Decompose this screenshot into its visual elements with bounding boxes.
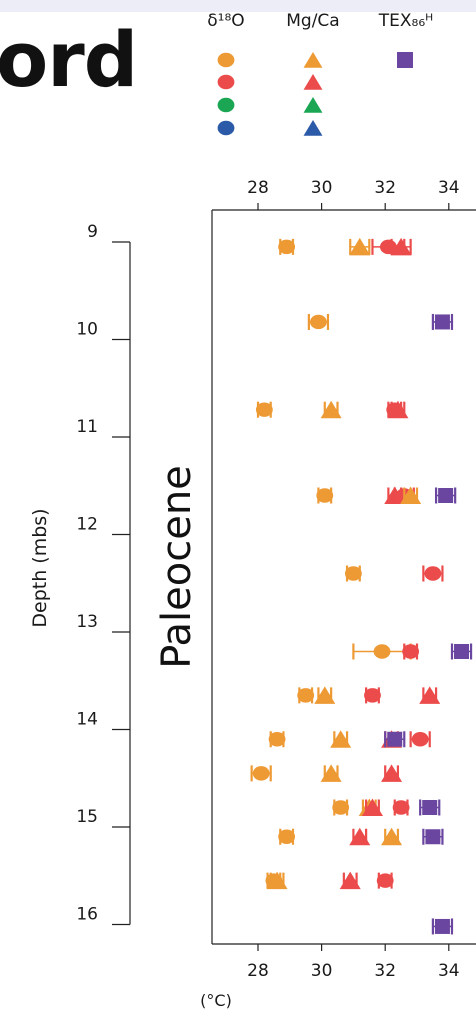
legend-mgca-marker [303, 52, 323, 68]
legend-d18o-marker [217, 74, 235, 90]
top-tick-label: 28 [247, 178, 269, 198]
data-point-triangle-red [419, 686, 441, 704]
x-axis-unit-label: (°C) [200, 991, 232, 1010]
data-point-circle-orange [307, 313, 330, 330]
data-point-circle-orange [352, 643, 412, 660]
data-point-triangle-orange [381, 827, 403, 846]
data-point-circle-orange [268, 731, 286, 748]
data-point-square-purple [419, 799, 441, 816]
top-bar [0, 0, 476, 12]
data-point-triangle-red [361, 798, 383, 816]
legend: δ¹⁸O Mg/Ca TEX₈₆ᴴ [207, 11, 433, 136]
data-point-triangle-red [381, 764, 403, 782]
data-point-triangle-orange [330, 730, 352, 748]
data-point-square-purple [384, 731, 406, 748]
depth-axis-title: Depth (mbs) [29, 508, 51, 627]
data-point-triangle-red [390, 237, 412, 256]
data-point-circle-red [422, 565, 444, 582]
data-point-circle-orange [255, 401, 273, 418]
top-tick-label: 34 [438, 178, 460, 198]
data-point-square-purple [434, 487, 457, 504]
data-point-triangle-orange [314, 686, 336, 704]
depth-tick-label: 15 [76, 807, 98, 827]
depth-tick-label: 11 [76, 417, 98, 437]
depth-axis: 9 10 11 12 13 14 15 16 [76, 222, 131, 926]
data-point-triangle-orange [320, 400, 342, 419]
depth-tick-label: 12 [76, 515, 98, 535]
data-point-circle-orange [332, 799, 350, 816]
top-x-axis: 28 30 32 34 [212, 178, 476, 211]
legend-header-d18o: δ¹⁸O [207, 11, 244, 31]
data-point-circle-orange [345, 565, 362, 582]
legend-mgca-marker [303, 120, 323, 136]
data-point-circle-orange [250, 765, 272, 782]
top-tick-label: 30 [311, 178, 333, 198]
bottom-x-axis: 28 30 32 34 [212, 943, 476, 981]
data-point-circle-orange [278, 238, 296, 255]
data-point-square-purple [431, 313, 454, 330]
legend-d18o-marker [217, 97, 235, 113]
legend-mgca-marker [303, 97, 323, 113]
legend-mgca-marker [303, 74, 323, 90]
data-point-circle-red [376, 872, 394, 889]
section-label-paleocene: Paleocene [154, 465, 200, 669]
data-point-circle-red [392, 799, 410, 816]
legend-tex86-marker [397, 52, 413, 68]
data-point-triangle-red [387, 400, 409, 419]
data-point-triangle-orange [320, 764, 342, 782]
depth-tick-label: 14 [76, 710, 98, 730]
depth-tick-label: 13 [76, 612, 98, 632]
data-point-triangle-orange [266, 871, 288, 890]
data-point-triangle-orange [349, 237, 371, 256]
legend-header-tex86: TEX₈₆ᴴ [378, 11, 433, 31]
data-point-circle-orange [278, 828, 296, 845]
bottom-tick-label: 28 [247, 961, 269, 981]
legend-d18o-marker [217, 120, 235, 136]
data-point-circle-orange [297, 687, 315, 704]
data-points [250, 237, 473, 935]
depth-tick-label: 10 [76, 320, 98, 340]
data-point-circle-orange [316, 487, 334, 504]
data-point-circle-red [402, 643, 420, 660]
depth-tick-label: 16 [76, 905, 98, 925]
slide-title: ord [0, 15, 138, 104]
bottom-tick-label: 30 [311, 961, 333, 981]
bottom-tick-label: 34 [438, 961, 460, 981]
data-point-circle-red [364, 687, 381, 704]
data-point-square-purple [431, 918, 454, 935]
data-point-circle-red [409, 731, 431, 748]
data-point-triangle-red [339, 871, 361, 890]
legend-header-mgca: Mg/Ca [286, 11, 339, 31]
depth-tick-label: 9 [87, 222, 98, 242]
legend-d18o-marker [217, 52, 235, 68]
data-point-square-purple [450, 643, 473, 660]
bottom-tick-label: 32 [374, 961, 396, 981]
data-point-triangle-orange [400, 486, 422, 504]
top-tick-label: 32 [374, 178, 396, 198]
data-point-triangle-red [349, 827, 371, 846]
data-point-square-purple [422, 828, 444, 845]
